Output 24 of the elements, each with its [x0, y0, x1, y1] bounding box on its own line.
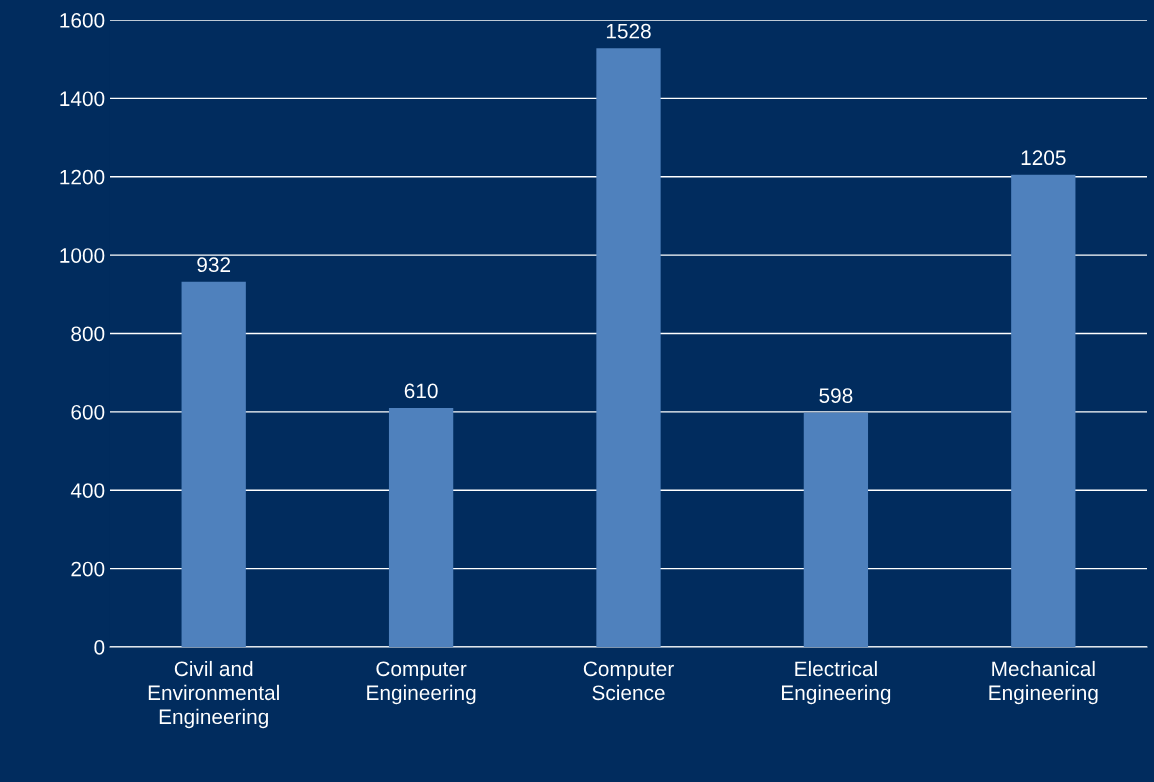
data-label: 610 [404, 383, 438, 399]
y-tick-label: 1600 [60, 13, 105, 28]
x-tick-label: Electrical Engineering [782, 660, 891, 705]
bar [596, 48, 661, 647]
y-tick-label: 0 [94, 640, 105, 655]
x-tick-label: Civil and Environmental Engineering [148, 660, 279, 729]
data-label: 598 [819, 388, 853, 403]
y-tick-label: 200 [71, 561, 105, 577]
y-tick-label: 1000 [60, 248, 105, 263]
x-tick-label: Computer Science [583, 661, 674, 701]
y-tick-label: 600 [71, 404, 105, 420]
y-tick-label: 1400 [60, 91, 105, 107]
x-tick-label: Mechanical Engineering [989, 660, 1098, 705]
y-tick-label: 400 [70, 483, 105, 498]
bar [388, 407, 454, 647]
data-label: 932 [197, 257, 231, 273]
bar [803, 412, 869, 647]
data-label: 1205 [1021, 150, 1066, 166]
data-label: 1528 [606, 23, 651, 39]
y-tick-label: 800 [71, 326, 105, 342]
y-tick-label: 1200 [60, 169, 105, 185]
bar [181, 281, 246, 647]
bar [1011, 174, 1076, 647]
x-tick-label: Computer Engineering [367, 661, 476, 705]
